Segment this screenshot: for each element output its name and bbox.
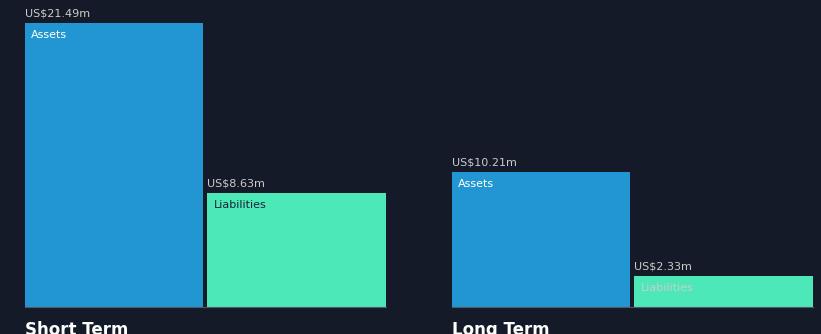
Bar — [452, 172, 631, 307]
Bar — [635, 277, 813, 307]
Text: Liabilities: Liabilities — [641, 283, 694, 293]
Bar — [25, 23, 204, 307]
Bar — [208, 193, 386, 307]
Text: Assets: Assets — [31, 30, 67, 40]
Text: US$21.49m: US$21.49m — [25, 8, 89, 18]
Text: Assets: Assets — [458, 179, 494, 189]
Text: Long Term: Long Term — [452, 321, 549, 334]
Text: US$10.21m: US$10.21m — [452, 157, 516, 167]
Text: US$8.63m: US$8.63m — [208, 178, 265, 188]
Text: Short Term: Short Term — [25, 321, 128, 334]
Text: US$2.33m: US$2.33m — [635, 262, 692, 272]
Text: Liabilities: Liabilities — [214, 200, 267, 210]
